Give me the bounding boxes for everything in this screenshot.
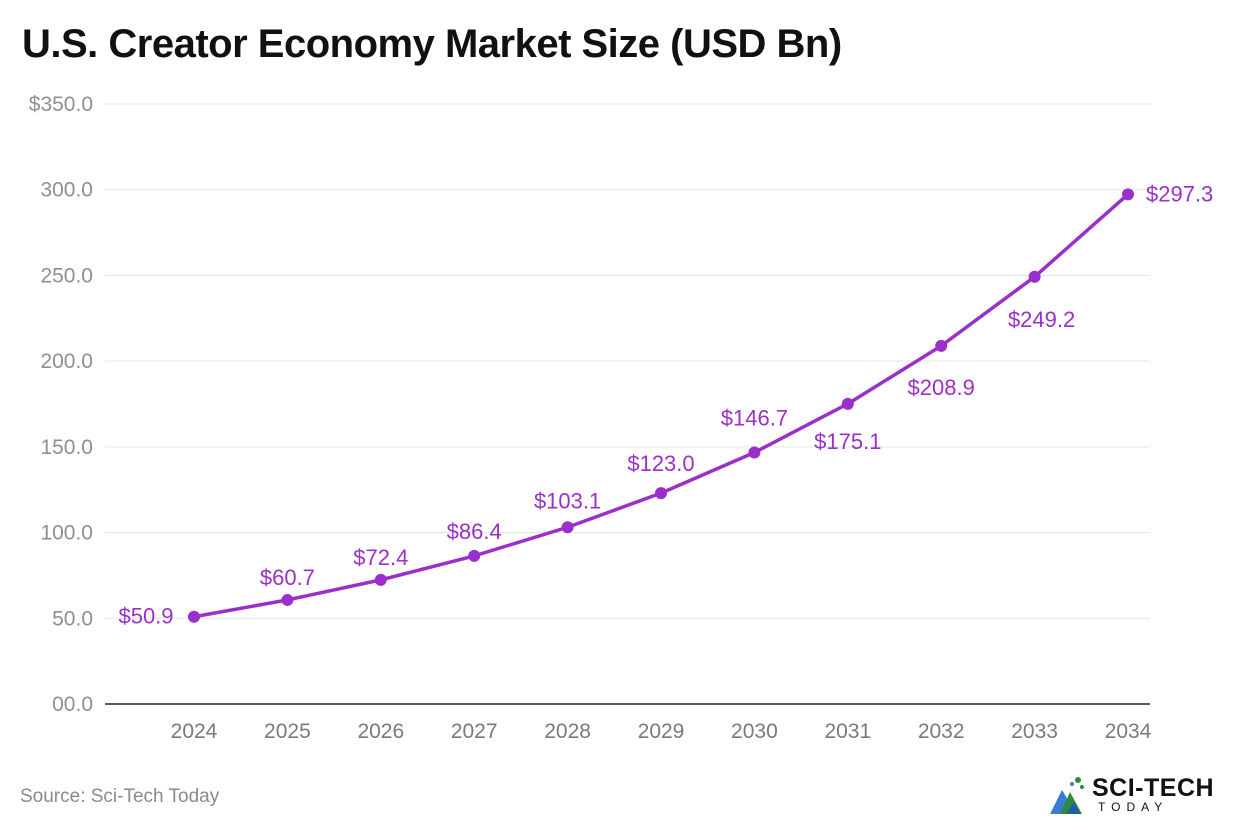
data-point	[281, 593, 294, 606]
gridlines	[105, 103, 1150, 705]
y-tick-label: 00.0	[52, 693, 93, 716]
data-point	[655, 487, 667, 500]
data-label: $249.2	[1008, 307, 1075, 332]
line-chart: 00.050.0100.0150.0200.0250.0300.0$350.0 …	[29, 93, 1214, 743]
data-point	[561, 521, 574, 534]
x-tick-label: 2031	[824, 720, 871, 743]
data-point	[188, 610, 200, 623]
y-tick-label: 250.0	[40, 264, 93, 287]
data-point	[1122, 188, 1134, 201]
x-tick-label: 2025	[264, 720, 311, 743]
y-tick-label: $350.0	[29, 93, 93, 116]
data-label: $72.4	[353, 545, 408, 570]
x-tick-label: 2030	[731, 720, 778, 743]
source-note: Source: Sci-Tech Today	[20, 786, 220, 807]
data-label: $60.7	[260, 565, 315, 590]
logo-subtitle: TODAY	[1098, 800, 1169, 814]
x-axis-ticks: 2024 2025 2026 2027 2028 2029 2030 2031 2032 2033…	[171, 720, 1152, 743]
data-label: $208.9	[908, 375, 975, 400]
data-label: $175.1	[814, 429, 881, 454]
data-label: $86.4	[447, 519, 502, 544]
data-point	[748, 446, 761, 459]
data-point	[374, 573, 387, 586]
data-label: $123.0	[627, 451, 694, 476]
data-label: $146.7	[721, 406, 788, 431]
mountain-logo-icon	[1050, 777, 1084, 814]
data-label: $50.9	[118, 604, 173, 629]
y-tick-label: 200.0	[40, 350, 93, 373]
data-point	[468, 549, 481, 562]
x-tick-label: 2026	[357, 720, 404, 743]
x-tick-label: 2033	[1011, 720, 1058, 743]
logo-wordmark: SCI-TECH	[1092, 774, 1215, 802]
x-tick-label: 2027	[451, 720, 498, 743]
data-labels: $50.9 $60.7 $72.4 $86.4 $103.1 $123.0 $146.7 $1…	[118, 181, 1213, 628]
data-point	[1028, 270, 1041, 283]
chart-title: U.S. Creator Economy Market Size (USD Bn…	[22, 22, 842, 66]
data-point	[935, 339, 948, 352]
data-label: $297.3	[1146, 181, 1213, 206]
y-tick-label: 100.0	[40, 522, 93, 545]
series	[188, 188, 1134, 623]
data-point	[841, 397, 854, 410]
y-axis-ticks: 00.0 50.0 100.0 150.0 200.0 250.0 300.0 $350.0	[29, 93, 93, 716]
y-tick-label: 150.0	[40, 436, 93, 459]
x-tick-label: 2028	[544, 720, 591, 743]
sci-tech-today-logo: SCI-TECH TODAY	[1048, 770, 1228, 818]
data-label: $103.1	[534, 488, 601, 513]
x-tick-label: 2024	[171, 720, 218, 743]
x-tick-label: 2034	[1105, 720, 1152, 743]
y-tick-label: 300.0	[40, 179, 93, 202]
y-tick-label: 50.0	[52, 607, 93, 630]
x-tick-label: 2032	[918, 720, 965, 743]
x-tick-label: 2029	[638, 720, 685, 743]
series-line	[192, 192, 1130, 619]
